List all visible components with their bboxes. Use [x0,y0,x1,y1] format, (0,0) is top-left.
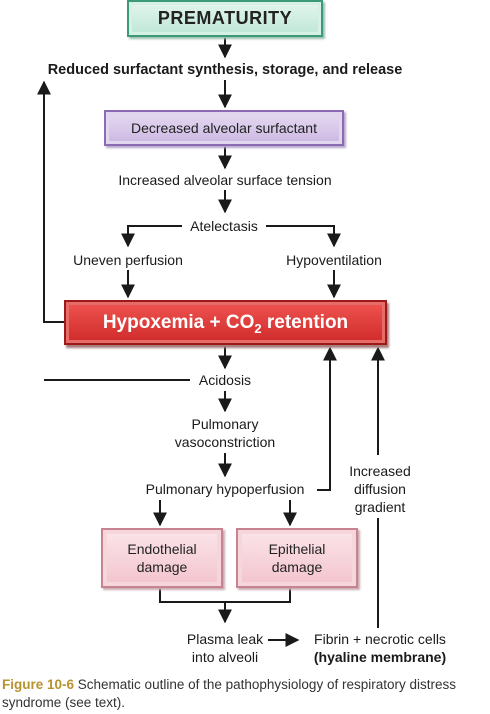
caption-text: Schematic outline of the pathophysiology… [2,677,456,710]
diffusion-line1: Increased [349,463,411,479]
epithelial-damage-box: Epithelial damage [236,528,358,588]
epithelial-line2: damage [271,559,323,575]
line-damage-join [159,588,291,603]
epithelial-line1: Epithelial [268,541,326,557]
increased-tension-label: Increased alveolar surface tension [118,172,332,188]
hypoxemia-label-suffix: retention [261,311,349,333]
prematurity-box: PREMATURITY [127,0,323,37]
arrow-hypoxemia-to-reduced [37,80,64,323]
uneven-perfusion-label: Uneven perfusion [73,252,183,268]
arrow-atelectasis-to-hypoventilation [266,225,341,248]
hypoperfusion-label: Pulmonary hypoperfusion [145,481,305,497]
prematurity-label: PREMATURITY [157,8,293,28]
fibrin-line2: (hyaline membrane) [313,649,447,665]
plasma-line2: into alveoli [191,649,259,665]
hypoxemia-label-prefix: Hypoxemia + CO [102,311,255,333]
endothelial-line2: damage [136,559,188,575]
endothelial-line1: Endothelial [127,541,197,557]
decreased-surfactant-box: Decreased alveolar surfactant [104,110,344,146]
vasoconstriction-line1: Pulmonary [191,416,259,432]
diffusion-line3: gradient [354,499,406,515]
hypoxemia-label: Hypoxemia + CO2 retention [102,311,349,336]
plasma-line1: Plasma leak [186,631,264,647]
reduced-surfactant-label: Reduced surfactant synthesis, storage, a… [47,62,403,78]
diffusion-line2: diffusion [354,481,406,497]
atelectasis-label: Atelectasis [190,218,258,234]
hypoventilation-label: Hypoventilation [286,252,382,268]
endothelial-damage-box: Endothelial damage [101,528,223,588]
arrow-atelectasis-to-uneven [121,225,182,248]
hypoxemia-label-subscript: 2 [254,320,262,336]
arrow-hypoperfusion-to-hypoxemia [317,346,337,491]
vasoconstriction-line2: vasoconstriction [174,434,276,450]
fibrin-line1: Fibrin + necrotic cells [314,631,446,647]
figure-caption: Figure 10-6 Schematic outline of the pat… [2,676,488,712]
hypoxemia-box: Hypoxemia + CO2 retention [64,300,387,345]
figure-label: Figure 10-6 [2,677,75,692]
acidosis-label: Acidosis [195,372,255,389]
decreased-surfactant-label: Decreased alveolar surfactant [131,120,317,136]
